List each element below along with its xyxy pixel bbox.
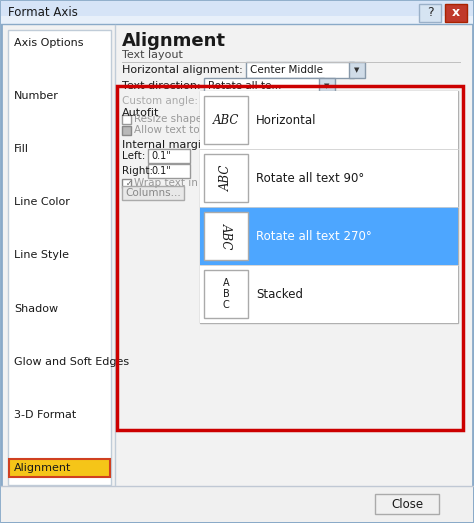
Bar xyxy=(349,62,365,78)
Text: ✓: ✓ xyxy=(126,178,132,188)
Text: Alignment: Alignment xyxy=(14,463,72,473)
Bar xyxy=(200,149,458,207)
Text: Fill: Fill xyxy=(14,144,29,154)
Bar xyxy=(204,78,324,94)
Text: A
B
C: A B C xyxy=(223,278,229,310)
Bar xyxy=(8,30,111,485)
Text: ABC: ABC xyxy=(219,223,233,249)
Bar xyxy=(1,486,473,522)
Text: Horizontal: Horizontal xyxy=(256,113,317,127)
FancyBboxPatch shape xyxy=(445,4,467,22)
Text: Rotate all text 270°: Rotate all text 270° xyxy=(256,230,372,243)
Text: 0.1": 0.1" xyxy=(151,166,171,176)
Bar xyxy=(319,78,335,94)
Text: Wrap text in: Wrap text in xyxy=(134,178,198,188)
Text: Text direction:: Text direction: xyxy=(122,81,201,91)
Text: Line Color: Line Color xyxy=(14,197,70,208)
Text: Resize shape: Resize shape xyxy=(134,114,202,124)
Text: Autofit: Autofit xyxy=(122,108,159,118)
FancyBboxPatch shape xyxy=(419,4,441,22)
Text: Right:: Right: xyxy=(122,166,153,176)
FancyBboxPatch shape xyxy=(204,270,248,318)
Bar xyxy=(200,207,458,265)
Text: Allow text to: Allow text to xyxy=(134,125,200,135)
Text: ▼: ▼ xyxy=(324,83,330,89)
Bar xyxy=(148,164,190,178)
Text: Axis Options: Axis Options xyxy=(14,38,83,48)
FancyBboxPatch shape xyxy=(204,154,248,202)
Bar xyxy=(200,265,458,323)
Text: Format Axis: Format Axis xyxy=(8,6,78,18)
FancyBboxPatch shape xyxy=(204,96,248,144)
Bar xyxy=(116,30,466,485)
Bar xyxy=(122,126,131,135)
FancyBboxPatch shape xyxy=(375,494,439,514)
Text: ▼: ▼ xyxy=(354,67,360,73)
Text: Stacked: Stacked xyxy=(256,288,303,301)
Text: Horizontal alignment:: Horizontal alignment: xyxy=(122,65,243,75)
Bar xyxy=(200,91,458,149)
Bar xyxy=(148,149,190,163)
Text: Left:: Left: xyxy=(122,151,146,161)
Text: Custom angle:: Custom angle: xyxy=(122,96,198,106)
Text: Line Style: Line Style xyxy=(14,251,69,260)
Text: x: x xyxy=(452,6,460,19)
Bar xyxy=(1,1,473,24)
Bar xyxy=(9,459,110,477)
Text: Center Middle: Center Middle xyxy=(250,65,323,75)
Text: Glow and Soft Edges: Glow and Soft Edges xyxy=(14,357,129,367)
Text: Rotate all text 90°: Rotate all text 90° xyxy=(256,172,364,185)
Bar xyxy=(122,115,131,124)
FancyBboxPatch shape xyxy=(204,212,248,260)
Text: Internal margin: Internal margin xyxy=(122,140,208,150)
Text: Text layout: Text layout xyxy=(122,50,183,60)
Bar xyxy=(1,16,473,24)
Text: ABC: ABC xyxy=(219,165,233,191)
Text: ?: ? xyxy=(427,6,433,19)
Text: Columns...: Columns... xyxy=(125,188,181,198)
Text: 3-D Format: 3-D Format xyxy=(14,410,76,420)
Bar xyxy=(246,62,354,78)
Bar xyxy=(122,179,131,188)
FancyBboxPatch shape xyxy=(122,186,184,200)
Text: Rotate all te...: Rotate all te... xyxy=(208,81,282,91)
Text: 0.1": 0.1" xyxy=(151,151,171,161)
Text: Shadow: Shadow xyxy=(14,304,58,314)
Text: ABC: ABC xyxy=(213,113,239,127)
Text: Close: Close xyxy=(391,497,423,510)
Text: Number: Number xyxy=(14,91,59,101)
Text: Alignment: Alignment xyxy=(122,32,226,50)
Bar xyxy=(200,91,458,323)
